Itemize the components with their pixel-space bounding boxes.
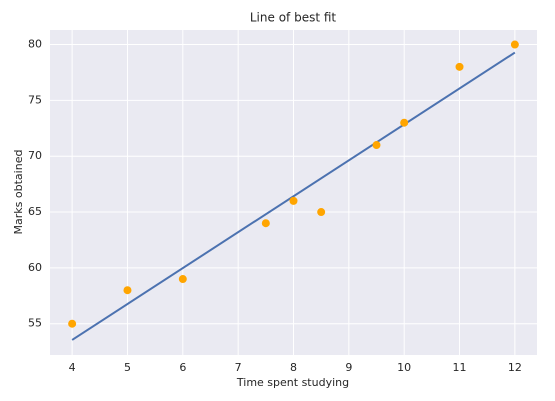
x-tick-label: 9: [345, 361, 352, 374]
chart-title: Line of best fit: [250, 11, 337, 25]
fit-line: [71, 51, 516, 341]
data-point: [261, 219, 270, 228]
data-point: [455, 62, 464, 71]
grid: [50, 30, 537, 355]
data-point: [178, 275, 187, 284]
x-tick-label: 10: [397, 361, 411, 374]
y-tick-label: 55: [28, 317, 42, 330]
data-point: [289, 196, 298, 205]
y-tick-label: 70: [28, 149, 42, 162]
data-point: [123, 286, 132, 295]
y-tick-label: 60: [28, 261, 42, 274]
y-tick-label: 80: [28, 38, 42, 51]
x-tick-label: 12: [508, 361, 522, 374]
data-point: [317, 208, 326, 217]
x-tick-label: 11: [453, 361, 467, 374]
x-tick-label: 5: [124, 361, 131, 374]
data-point: [510, 40, 519, 49]
y-tick-label: 75: [28, 93, 42, 106]
data-point: [400, 118, 409, 127]
data-point: [372, 141, 381, 150]
y-axis-label: Marks obtained: [12, 150, 25, 235]
x-tick-label: 6: [179, 361, 186, 374]
x-tick-label: 4: [69, 361, 76, 374]
data-point: [68, 319, 77, 328]
x-axis-label: Time spent studying: [236, 376, 349, 389]
x-tick-label: 7: [235, 361, 242, 374]
y-tick-label: 65: [28, 205, 42, 218]
x-tick-label: 8: [290, 361, 297, 374]
